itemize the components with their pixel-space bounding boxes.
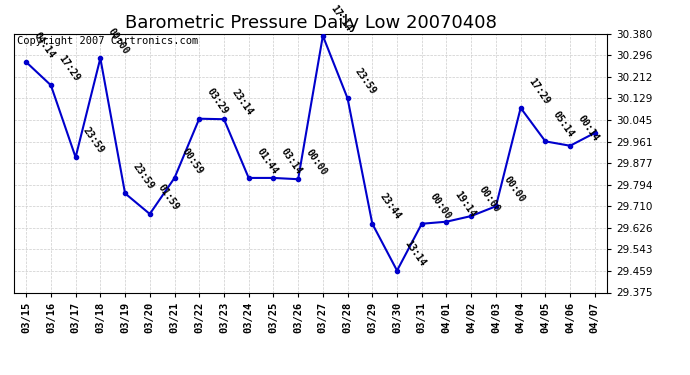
Text: 23:14: 23:14	[230, 87, 255, 117]
Text: 23:59: 23:59	[130, 161, 156, 191]
Text: 13:14: 13:14	[402, 238, 428, 268]
Text: Copyright 2007 Cartronics.com: Copyright 2007 Cartronics.com	[17, 36, 198, 46]
Text: 00:00: 00:00	[477, 184, 502, 214]
Text: 00:14: 00:14	[575, 114, 601, 144]
Text: 01:44: 01:44	[254, 146, 279, 176]
Text: 00:59: 00:59	[180, 146, 205, 176]
Text: 03:29: 03:29	[205, 87, 230, 117]
Text: 03:14: 03:14	[279, 146, 304, 176]
Text: 00:00: 00:00	[502, 174, 526, 204]
Title: Barometric Pressure Daily Low 20070408: Barometric Pressure Daily Low 20070408	[125, 14, 496, 32]
Text: 17:29: 17:29	[57, 53, 81, 83]
Text: 19:14: 19:14	[452, 190, 477, 219]
Text: 23:44: 23:44	[378, 192, 403, 222]
Text: 00:00: 00:00	[427, 192, 453, 222]
Text: 05:14: 05:14	[551, 110, 576, 139]
Text: 23:59: 23:59	[81, 125, 106, 155]
Text: 04:14: 04:14	[32, 30, 57, 60]
Text: 17:14: 17:14	[328, 4, 353, 34]
Text: 23:59: 23:59	[353, 66, 378, 96]
Text: 00:00: 00:00	[304, 147, 328, 177]
Text: 01:59: 01:59	[155, 182, 180, 212]
Text: 00:00: 00:00	[106, 26, 131, 56]
Text: 17:29: 17:29	[526, 76, 551, 106]
